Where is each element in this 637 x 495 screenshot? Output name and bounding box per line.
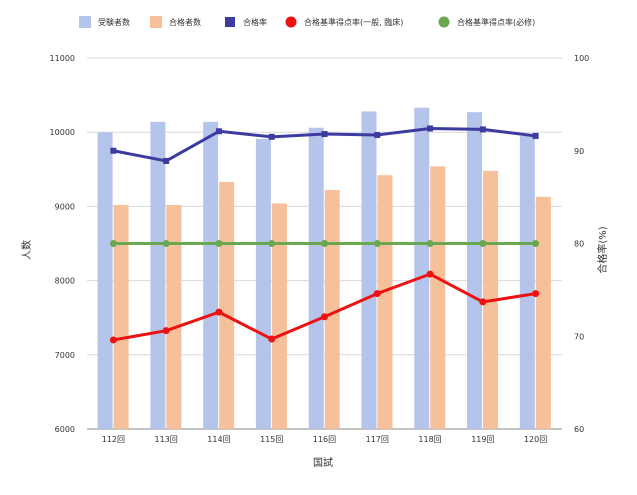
legend-swatch-examinees <box>79 16 91 28</box>
passing-score-required-point <box>479 240 487 247</box>
y2-tick-label: 70 <box>574 332 584 341</box>
passing-score-general-point <box>479 298 487 306</box>
bar-examinees <box>414 107 430 430</box>
y2-tick-label: 60 <box>574 425 584 434</box>
passing-score-required-point <box>215 240 223 247</box>
x-tick-label: 114回 <box>207 435 230 444</box>
passing-score-required-point <box>268 240 276 247</box>
legend-label-pass-rate: 合格率 <box>243 17 267 27</box>
bar-examinees <box>519 135 535 429</box>
x-tick-label: 112回 <box>102 435 125 444</box>
passing-score-general-point <box>426 270 434 278</box>
legend-label-passing-score-general: 合格基準得点率(一般, 臨床) <box>304 17 403 27</box>
passing-score-general-point <box>109 336 117 344</box>
y-tick-label: 7000 <box>55 351 75 360</box>
legend-swatch-pass-rate <box>225 17 235 27</box>
bar-passers <box>535 196 551 429</box>
bar-examinees <box>150 121 166 429</box>
passing-score-general-point <box>532 290 540 298</box>
bar-passers <box>430 166 446 429</box>
y2-axis-title: 合格率(%) <box>596 226 609 273</box>
y-tick-label: 9000 <box>55 202 75 211</box>
axes: 6000 7000 8000 9000 10000 11000 60 70 80 90 100 112… <box>50 54 590 444</box>
y-tick-label: 11000 <box>50 54 75 63</box>
bars <box>97 107 551 430</box>
legend-label-examinees: 受験者数 <box>98 17 130 27</box>
passing-score-general-point <box>268 335 276 343</box>
pass-rate-point <box>374 131 381 138</box>
x-tick-label: 113回 <box>155 435 178 444</box>
bar-examinees <box>361 111 377 429</box>
bar-passers <box>271 203 287 429</box>
y2-tick-label: 90 <box>574 147 584 156</box>
passing-score-required-point <box>109 240 117 247</box>
x-tick-label: 116回 <box>313 435 336 444</box>
passing-score-required-point <box>162 240 170 247</box>
passing-score-general-point <box>215 308 223 316</box>
y-tick-label: 8000 <box>55 277 75 286</box>
bar-examinees <box>308 127 324 430</box>
x-tick-label: 120回 <box>524 435 547 444</box>
legend-label-passers: 合格者数 <box>169 17 201 27</box>
bar-passers <box>113 204 129 429</box>
bar-examinees <box>203 121 219 429</box>
passing-score-general-point <box>373 290 381 298</box>
bar-examinees <box>255 138 271 430</box>
passing-score-required-point <box>426 240 434 247</box>
legend-label-passing-score-required: 合格基準得点率(必修) <box>457 17 535 27</box>
legend-swatch-passing-score-required <box>438 16 450 28</box>
x-tick-label: 117回 <box>366 435 389 444</box>
y2-tick-label: 80 <box>574 240 584 249</box>
x-axis-title: 国試 <box>313 456 333 469</box>
y-tick-label: 6000 <box>55 425 75 434</box>
passing-score-required-point <box>321 240 328 247</box>
legend: 受験者数 合格者数 合格率 合格基準得点率(一般, 臨床) 合格基準得点率(必修) <box>79 16 535 28</box>
y2-tick-label: 100 <box>574 54 589 63</box>
pass-rate-point <box>163 157 170 164</box>
y-axis-title: 人数 <box>20 240 33 260</box>
bar-examinees <box>97 132 113 429</box>
x-tick-label: 119回 <box>471 435 494 444</box>
y-tick-label: 10000 <box>50 128 75 137</box>
passing-score-general-point <box>321 313 328 321</box>
pass-rate-point <box>427 125 434 132</box>
x-tick-label: 118回 <box>418 435 441 444</box>
legend-swatch-passers <box>150 16 162 28</box>
bar-passers <box>377 175 393 429</box>
x-tick-label: 115回 <box>260 435 283 444</box>
pass-rate-point <box>321 131 328 138</box>
pass-rate-point <box>532 132 539 139</box>
lines <box>109 125 540 344</box>
legend-swatch-passing-score-general <box>285 16 297 28</box>
bar-examinees <box>467 112 483 429</box>
pass-rate-point <box>215 128 222 135</box>
passing-score-general-point <box>162 327 170 335</box>
pass-rate-point <box>268 133 275 140</box>
pass-rate-point <box>110 147 117 154</box>
passing-score-required-point <box>532 240 540 247</box>
pass-rate-point <box>479 126 486 133</box>
bar-passers <box>166 204 182 429</box>
bar-passers <box>219 181 235 429</box>
passing-score-required-point <box>373 240 381 247</box>
bar-passers <box>324 190 340 429</box>
